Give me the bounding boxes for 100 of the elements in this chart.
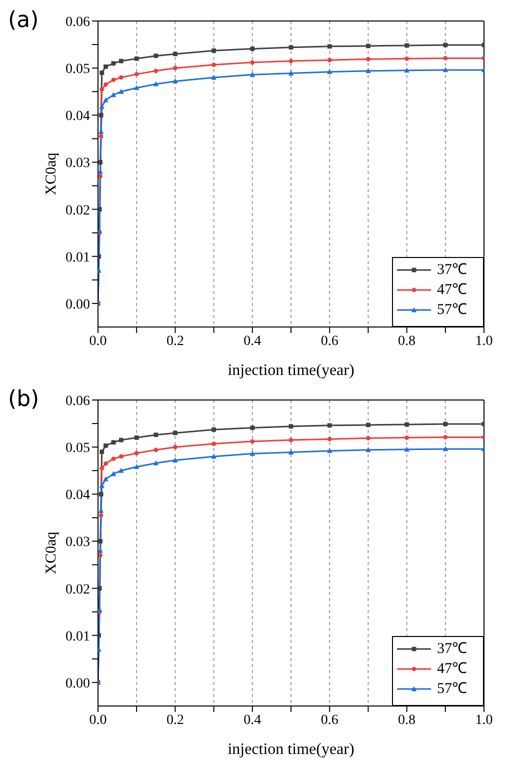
y-tick-label: 0.04 [66, 109, 90, 124]
y-tick-label: 0.06 [66, 14, 90, 30]
x-tick-label: 0.4 [244, 712, 262, 728]
point [98, 134, 104, 139]
point [288, 424, 294, 429]
point [366, 56, 370, 62]
point [366, 44, 370, 48]
legend-label: 47℃ [437, 281, 467, 300]
point [250, 450, 256, 456]
point [118, 75, 124, 80]
x-axis-title: injection time(year) [228, 362, 354, 379]
point [98, 492, 104, 496]
point [98, 207, 102, 212]
y-tick-label: 0.06 [66, 394, 90, 409]
point [173, 444, 178, 450]
y-tick-label: 0.01 [66, 250, 90, 266]
x-tick-label: 0.2 [166, 334, 184, 349]
point [327, 58, 332, 62]
chart-title: (b) [8, 387, 40, 412]
point [134, 56, 139, 61]
x-tick-label: 1.0 [475, 334, 493, 349]
point [118, 88, 124, 94]
point [100, 87, 104, 92]
point [250, 46, 255, 51]
legend-label: 57℃ [437, 680, 467, 699]
point [118, 438, 124, 442]
point [443, 422, 448, 426]
point [100, 466, 104, 470]
point [118, 468, 124, 473]
point [212, 427, 216, 432]
y-axis-title: XC0aq [43, 531, 60, 574]
x-tick-label: 0.6 [320, 334, 338, 349]
point [366, 68, 371, 74]
point [442, 67, 448, 72]
point [153, 460, 159, 466]
point [98, 553, 103, 558]
y-tick-label: 0.02 [66, 582, 90, 598]
point [98, 112, 104, 118]
point [211, 74, 216, 80]
point [173, 430, 178, 436]
point [104, 461, 108, 466]
x-tick-label: 0.4 [244, 334, 262, 349]
point [154, 432, 158, 438]
point [103, 97, 108, 102]
point [250, 426, 255, 430]
point [212, 48, 216, 53]
legend-label: 37℃ [437, 261, 467, 280]
point [134, 72, 139, 76]
x-tick-label: 0.2 [166, 712, 184, 728]
point [327, 423, 332, 428]
point [154, 54, 158, 58]
x-tick-label: 0.8 [398, 334, 416, 349]
point [98, 586, 102, 591]
point [110, 92, 116, 98]
point [404, 422, 409, 427]
point [100, 70, 104, 75]
y-tick-label: 0.01 [66, 629, 90, 644]
y-tick-label: 0.05 [66, 62, 90, 78]
point [118, 454, 124, 459]
point [288, 449, 294, 454]
point [154, 68, 158, 74]
point [111, 440, 116, 445]
point [212, 442, 216, 446]
point [104, 443, 108, 448]
point [111, 78, 116, 82]
point [153, 81, 159, 86]
point [134, 464, 140, 470]
point [443, 42, 448, 48]
point [104, 82, 108, 87]
point [327, 436, 332, 442]
x-tick-label: 0.0 [89, 712, 107, 728]
point [99, 482, 104, 488]
point [326, 448, 332, 454]
point [118, 58, 124, 64]
point [404, 43, 409, 48]
point [442, 446, 448, 452]
point [443, 434, 448, 440]
y-tick-label: 0.04 [66, 488, 90, 504]
point [250, 72, 256, 77]
point [104, 64, 108, 69]
point [288, 70, 294, 76]
point [366, 436, 370, 440]
x-tick-label: 0.0 [89, 334, 107, 349]
point [134, 450, 139, 456]
point [134, 84, 140, 90]
point [134, 435, 139, 440]
point [98, 539, 103, 544]
point [172, 457, 178, 462]
point [288, 58, 294, 64]
point [327, 44, 332, 49]
point [172, 78, 178, 84]
point [250, 60, 255, 65]
point [404, 435, 409, 440]
point [173, 52, 178, 56]
point [288, 438, 294, 442]
point [212, 62, 216, 67]
point [366, 447, 371, 452]
point [111, 61, 116, 66]
point [443, 56, 448, 60]
point [154, 448, 158, 452]
